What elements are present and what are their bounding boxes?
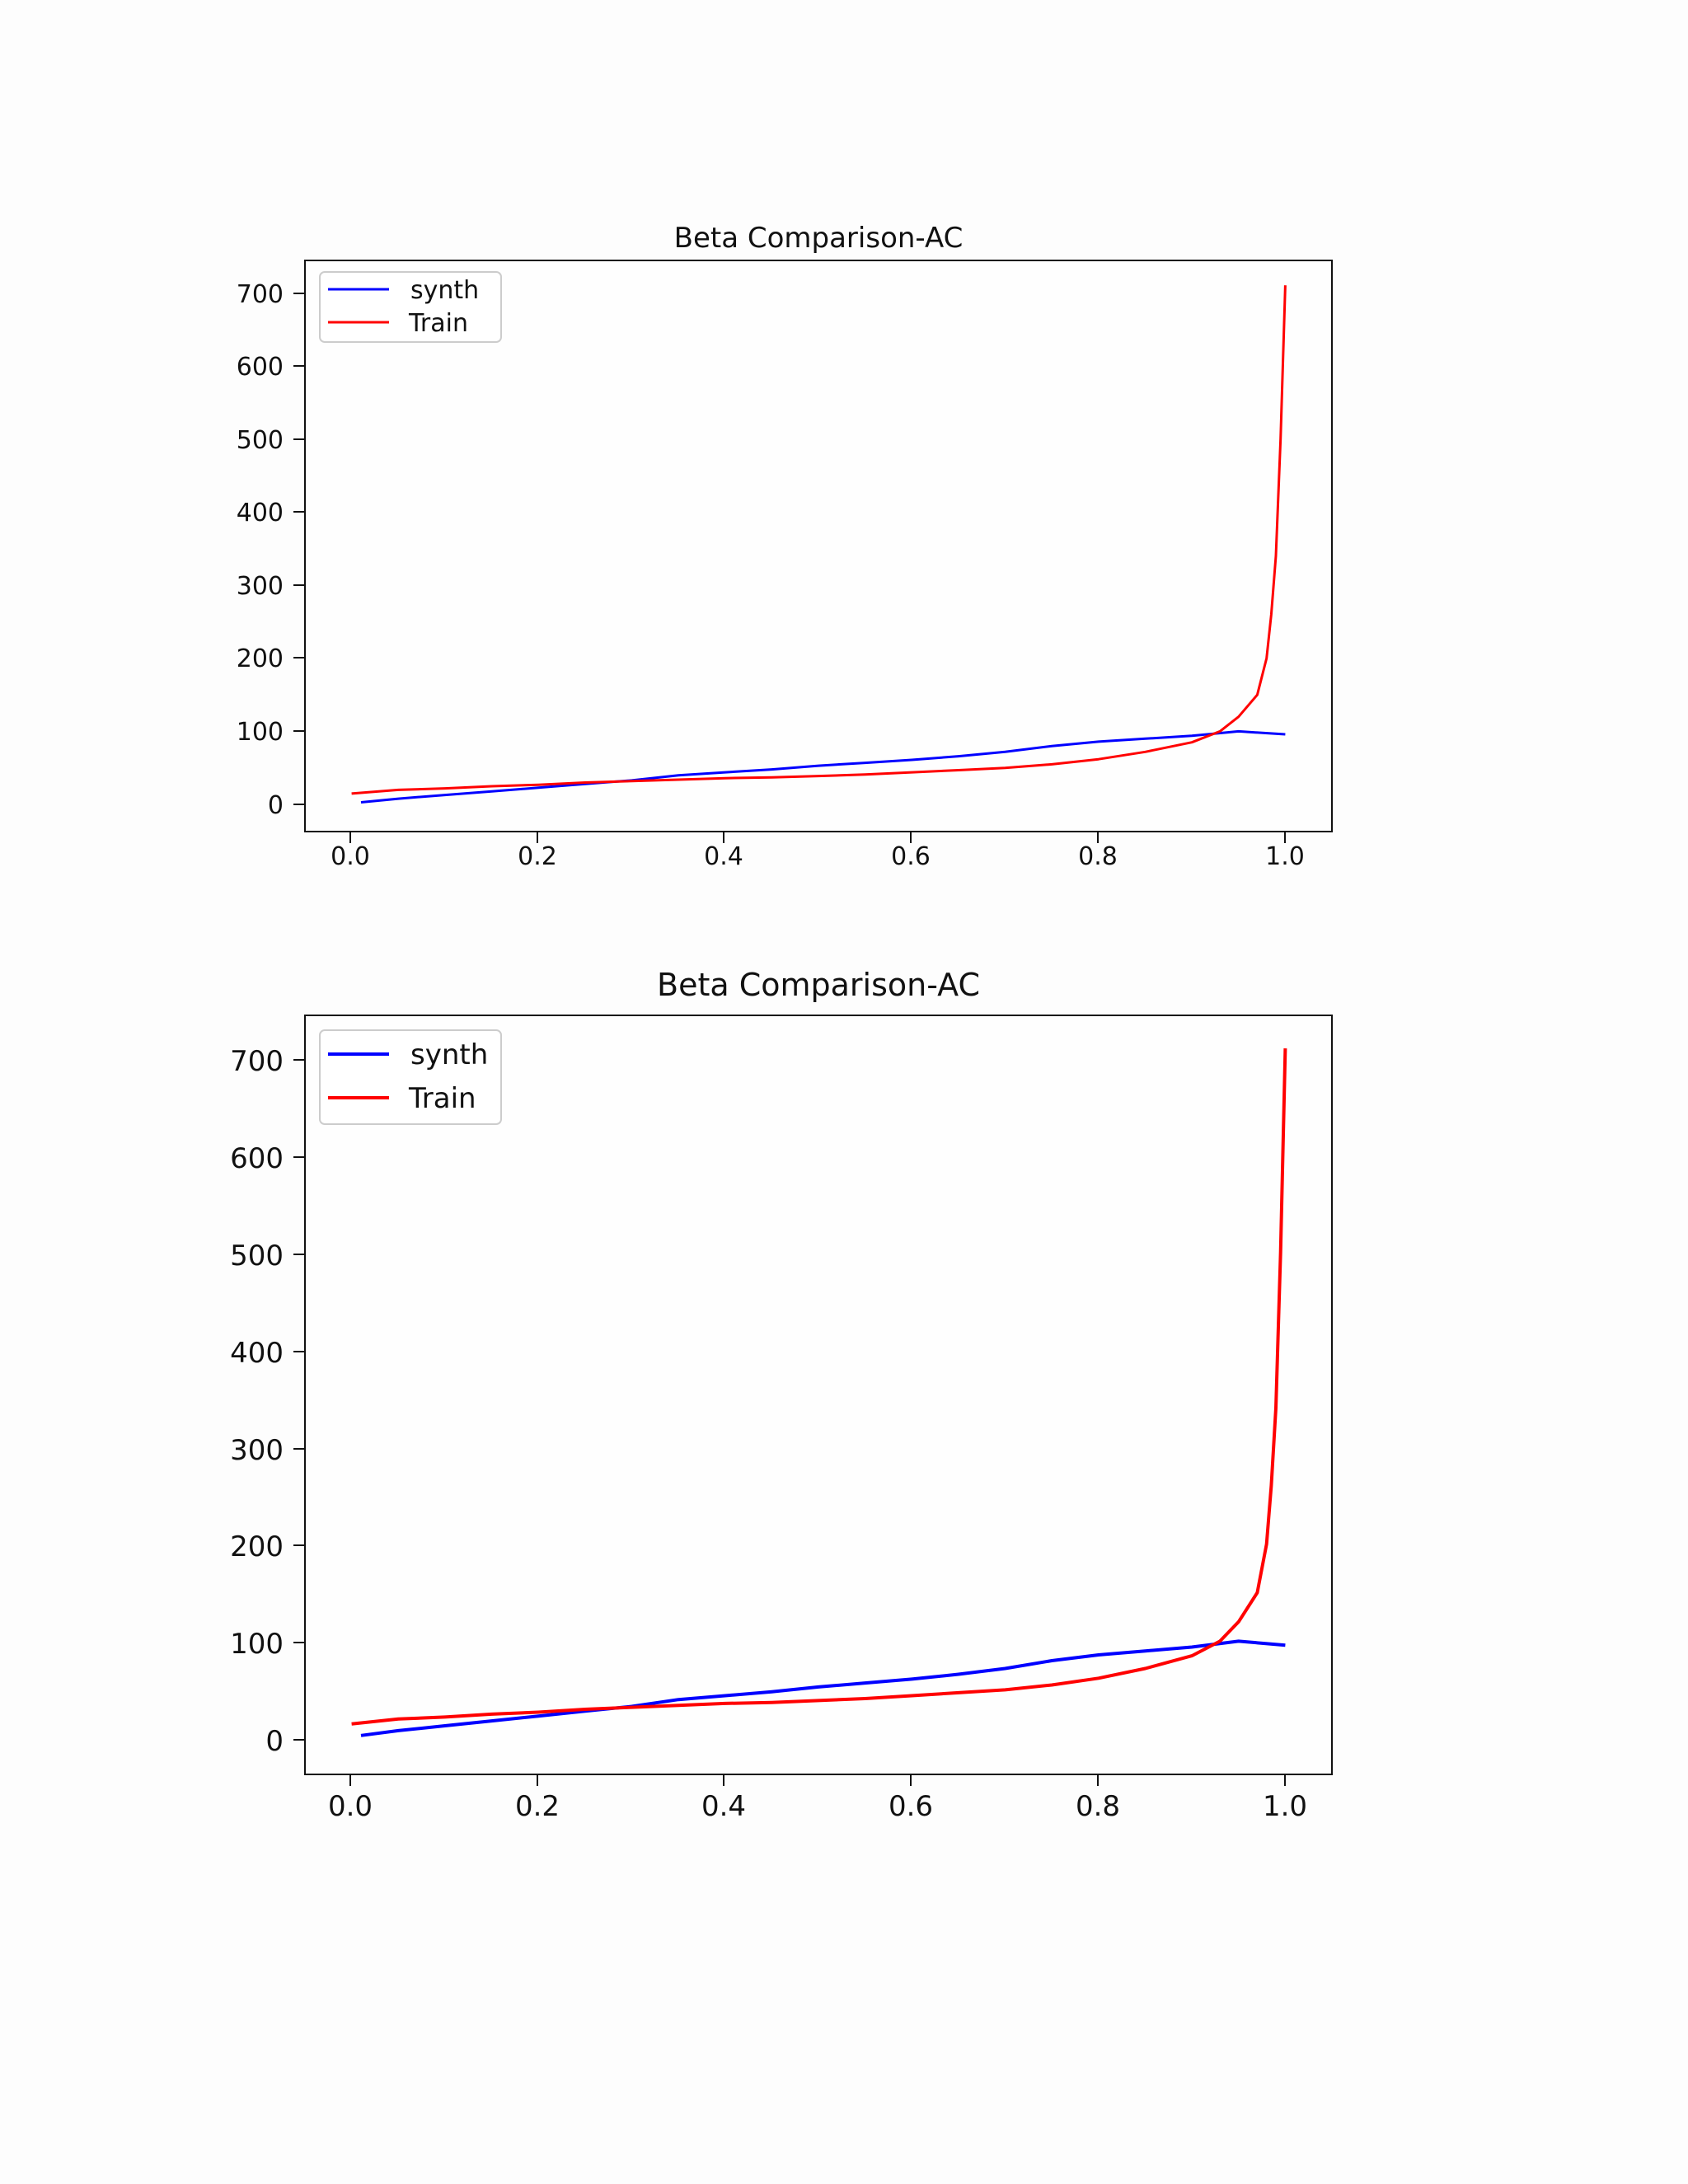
chart-2: Beta Comparison-AC 0 100 200 300 400 500… bbox=[230, 967, 1333, 1823]
series-layer bbox=[351, 285, 1287, 804]
x-tick-label: 0.0 bbox=[328, 1790, 373, 1823]
x-tick-label: 0.4 bbox=[704, 842, 743, 871]
y-tick-label: 400 bbox=[230, 1337, 284, 1370]
legend: synth Train bbox=[319, 1029, 502, 1125]
y-tick-label: 500 bbox=[237, 426, 284, 455]
series-line-synth bbox=[360, 729, 1286, 804]
series-line-train bbox=[351, 285, 1287, 795]
plot-frame bbox=[304, 260, 1333, 832]
plot-frame bbox=[304, 1015, 1333, 1775]
legend-label-train: Train bbox=[408, 309, 468, 338]
y-tick-label: 100 bbox=[230, 1628, 284, 1661]
y-tick-label: 600 bbox=[230, 1142, 284, 1175]
series-line-train bbox=[351, 1048, 1287, 1726]
y-tick-label: 700 bbox=[230, 1045, 284, 1078]
chart-title: Beta Comparison-AC bbox=[657, 967, 980, 1003]
y-tick-label: 200 bbox=[237, 644, 284, 673]
y-tick-label: 700 bbox=[237, 280, 284, 309]
legend-label-synth: synth bbox=[410, 276, 479, 305]
y-tick-label: 0 bbox=[268, 791, 284, 820]
y-tick-label: 100 bbox=[237, 718, 284, 747]
legend-label-synth: synth bbox=[410, 1038, 488, 1071]
y-tick-label: 600 bbox=[237, 353, 284, 382]
chart-1: Beta Comparison-AC 0 100 200 300 400 500… bbox=[237, 222, 1333, 871]
x-tick-label: 1.0 bbox=[1265, 842, 1305, 871]
y-axis: 0 100 200 300 400 500 600 700 bbox=[237, 280, 305, 820]
x-tick-label: 1.0 bbox=[1263, 1790, 1307, 1823]
x-tick-label: 0.0 bbox=[331, 842, 370, 871]
legend-label-train: Train bbox=[408, 1082, 476, 1115]
series-layer bbox=[351, 1048, 1287, 1737]
y-tick-label: 500 bbox=[230, 1240, 284, 1272]
x-tick-label: 0.8 bbox=[1078, 842, 1118, 871]
x-tick-label: 0.2 bbox=[518, 842, 557, 871]
x-tick-label: 0.8 bbox=[1076, 1790, 1120, 1823]
x-tick-label: 0.4 bbox=[701, 1790, 746, 1823]
legend: synth Train bbox=[319, 271, 502, 343]
x-tick-label: 0.2 bbox=[515, 1790, 560, 1823]
x-tick-label: 0.6 bbox=[889, 1790, 933, 1823]
y-tick-label: 300 bbox=[230, 1434, 284, 1467]
series-line-synth bbox=[360, 1639, 1286, 1737]
x-axis: 0.0 0.2 0.4 0.6 0.8 1.0 bbox=[328, 1774, 1307, 1823]
y-tick-label: 0 bbox=[265, 1725, 284, 1758]
y-tick-label: 300 bbox=[237, 572, 284, 601]
x-axis: 0.0 0.2 0.4 0.6 0.8 1.0 bbox=[331, 832, 1305, 871]
y-tick-label: 400 bbox=[237, 499, 284, 527]
x-tick-label: 0.6 bbox=[891, 842, 931, 871]
y-tick-label: 200 bbox=[230, 1530, 284, 1563]
y-axis: 0 100 200 300 400 500 600 700 bbox=[230, 1045, 305, 1758]
chart-title: Beta Comparison-AC bbox=[674, 222, 964, 255]
